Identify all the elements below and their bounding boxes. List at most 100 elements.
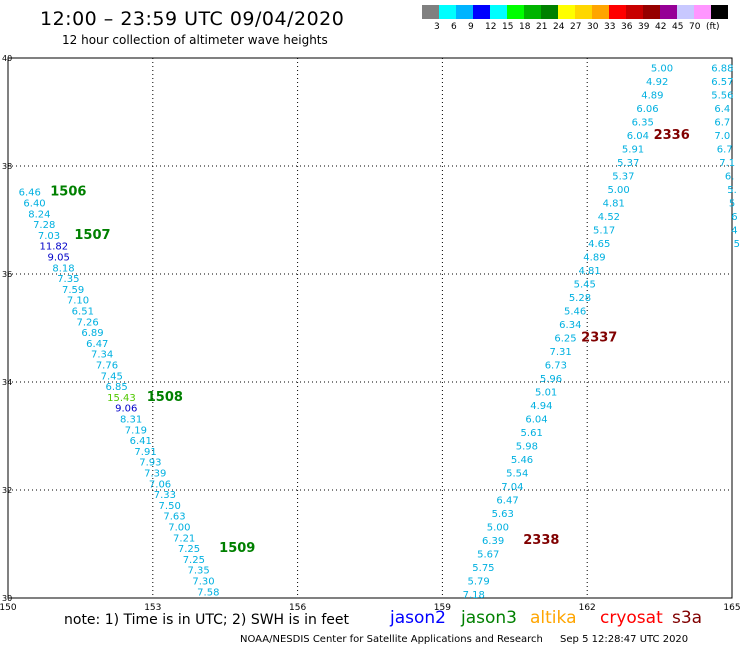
footer-credit: NOAA/NESDIS Center for Satellite Applica… bbox=[240, 634, 702, 645]
wave-height-value: 6.7 bbox=[714, 118, 730, 129]
wave-height-value: 5 bbox=[734, 239, 740, 250]
colorbar-label: 36 bbox=[621, 22, 633, 32]
wave-height-value: 5. bbox=[727, 185, 737, 196]
wave-height-value: 5.00 bbox=[607, 185, 629, 196]
wave-height-value: 15.43 bbox=[107, 393, 136, 404]
lat-tick-label: 34 bbox=[2, 378, 12, 387]
wave-height-value: 6.51 bbox=[72, 307, 94, 318]
wave-height-value: 4.52 bbox=[598, 212, 620, 223]
colorbar-label: 9 bbox=[468, 22, 474, 32]
wave-height-value: 5.46 bbox=[564, 307, 586, 318]
colorbar-swatch bbox=[558, 5, 575, 19]
wave-height-value: 7.58 bbox=[197, 587, 219, 598]
wave-height-value: 7.28 bbox=[33, 220, 55, 231]
wave-height-value: 7.03 bbox=[38, 231, 60, 242]
colorbar-label: 6 bbox=[451, 22, 457, 32]
lon-tick-label: 156 bbox=[289, 603, 306, 610]
wave-height-value: 4.89 bbox=[641, 91, 663, 102]
wave-height-value: 4.81 bbox=[578, 266, 600, 277]
wave-height-value: 6.89 bbox=[81, 328, 103, 339]
wave-height-value: 7.91 bbox=[134, 447, 156, 458]
altimeter-map: 150 153 156 159 162 1654038363432306.466.408.… bbox=[0, 54, 740, 610]
wave-height-value: 6.57 bbox=[711, 77, 733, 88]
colorbar-swatch bbox=[439, 5, 456, 19]
map-frame bbox=[7, 57, 733, 599]
wave-height-value: 7.1 bbox=[719, 158, 735, 169]
satellite-legend-jason2: jason2 bbox=[390, 608, 446, 628]
wave-height-value: 7.59 bbox=[62, 285, 84, 296]
wave-height-value: 11.82 bbox=[40, 242, 69, 253]
satellite-legend-jason3: jason3 bbox=[461, 608, 517, 628]
pass-time-label: 1508 bbox=[147, 390, 183, 405]
lon-tick-label: 150 bbox=[0, 603, 17, 610]
colorbar-label: 42 bbox=[655, 22, 667, 32]
pass-time-label: 2338 bbox=[523, 533, 559, 548]
wave-height-value: 6.25 bbox=[554, 334, 576, 345]
colorbar-label: 21 bbox=[536, 22, 548, 32]
wave-height-value: 6.06 bbox=[636, 104, 658, 115]
wave-height-value: 7.33 bbox=[154, 490, 176, 501]
lon-tick-label: 162 bbox=[579, 603, 596, 610]
lat-tick-label: 30 bbox=[2, 594, 12, 603]
colorbar-swatch bbox=[660, 5, 677, 19]
wave-height-value: 9.05 bbox=[48, 253, 70, 264]
wave-height-value: 7.25 bbox=[178, 544, 200, 555]
wave-height-value: 5.56 bbox=[711, 91, 733, 102]
wave-height-value: 5.54 bbox=[506, 469, 528, 480]
wave-height-value: 5.96 bbox=[540, 374, 562, 385]
map-subtitle: 12 hour collection of altimeter wave hei… bbox=[62, 33, 328, 47]
wave-height-value: 6.04 bbox=[525, 415, 547, 426]
wave-height-value: 7.18 bbox=[463, 590, 485, 601]
colorbar-label: 30 bbox=[587, 22, 599, 32]
colorbar-swatch bbox=[490, 5, 507, 19]
wave-height-value: 7.26 bbox=[77, 317, 99, 328]
wave-height-value: 5.98 bbox=[516, 442, 538, 453]
wave-height-value: 7.50 bbox=[159, 501, 181, 512]
wave-height-value: 5.28 bbox=[569, 293, 591, 304]
pass-time-label: 1509 bbox=[219, 541, 255, 556]
wave-height-value: 6. bbox=[725, 172, 735, 183]
colorbar-swatch bbox=[626, 5, 643, 19]
colorbar-swatch bbox=[694, 5, 711, 19]
wave-height-value: 6.34 bbox=[559, 320, 581, 331]
colorbar-swatch bbox=[677, 5, 694, 19]
pass-time-label: 1506 bbox=[50, 185, 86, 200]
wave-height-value: 6.47 bbox=[496, 496, 518, 507]
colorbar-swatch bbox=[524, 5, 541, 19]
wave-height-value: 8.31 bbox=[120, 415, 142, 426]
wave-height-value: 6.88 bbox=[711, 64, 733, 75]
wave-height-value: 7.39 bbox=[144, 469, 166, 480]
colorbar-label: 18 bbox=[519, 22, 531, 32]
wave-height-value: 7.10 bbox=[67, 296, 89, 307]
timestamp-text: Sep 5 12:28:47 UTC 2020 bbox=[560, 634, 689, 645]
wave-height-value: 5.61 bbox=[521, 428, 543, 439]
wave-height-value: 7.31 bbox=[550, 347, 572, 358]
colorbar-swatch bbox=[507, 5, 524, 19]
satellite-legend-altika: altika bbox=[530, 608, 577, 628]
colorbar-label: 45 bbox=[672, 22, 684, 32]
colorbar-swatch bbox=[575, 5, 592, 19]
colorbar-swatch bbox=[643, 5, 660, 19]
wave-height-value: 6.04 bbox=[627, 131, 649, 142]
wave-height-value: 5.46 bbox=[511, 455, 533, 466]
colorbar-swatch bbox=[592, 5, 609, 19]
colorbar-label: (ft) bbox=[706, 22, 720, 32]
lat-tick-label: 38 bbox=[2, 162, 12, 171]
colorbar-label: 27 bbox=[570, 22, 582, 32]
wave-height-value: 7.04 bbox=[501, 482, 523, 493]
wave-height-value: 7.76 bbox=[96, 361, 118, 372]
wave-height-value: 5.37 bbox=[612, 172, 634, 183]
colorbar-swatch bbox=[473, 5, 490, 19]
wave-height-value: 6.35 bbox=[632, 118, 654, 129]
wave-height-value: 7.0 bbox=[714, 131, 730, 142]
wave-height-value: 7.25 bbox=[183, 555, 205, 566]
wave-height-value: 9.06 bbox=[115, 404, 137, 415]
wave-height-value: 7.00 bbox=[168, 523, 190, 534]
wave-height-value: 5.37 bbox=[617, 158, 639, 169]
wave-height-value: 6.4 bbox=[714, 104, 730, 115]
wave-height-value: 4.94 bbox=[530, 401, 552, 412]
wave-height-value: 7.34 bbox=[91, 350, 113, 361]
wave-height-value: 8.24 bbox=[28, 209, 50, 220]
wave-height-value: 7.30 bbox=[192, 577, 214, 588]
colorbar-label: 3 bbox=[434, 22, 440, 32]
